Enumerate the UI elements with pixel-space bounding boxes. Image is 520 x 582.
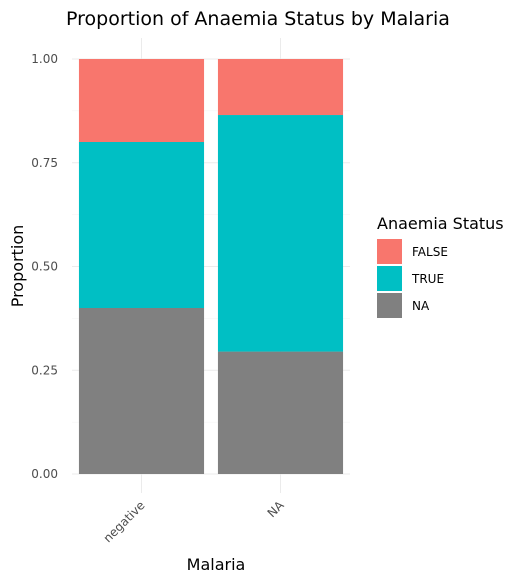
y-tick-labels: 0.00 0.25 0.50 0.75 1.00 <box>31 52 58 481</box>
bar-negative-na <box>78 308 205 474</box>
y-tick-label: 0.75 <box>31 156 58 170</box>
x-tick-labels: negative NA <box>101 498 288 546</box>
y-tick-label: 1.00 <box>31 52 58 66</box>
y-tick-label: 0.50 <box>31 260 58 274</box>
legend-label: TRUE <box>411 272 444 286</box>
bar-na-true <box>217 115 344 352</box>
y-tick-label: 0.25 <box>31 363 58 377</box>
bars <box>78 59 344 474</box>
legend-key-na <box>377 293 402 318</box>
x-tick-label: negative <box>101 498 148 545</box>
y-axis-title: Proportion <box>8 225 27 308</box>
legend: Anaemia Status FALSE TRUE NA <box>377 214 504 318</box>
legend-key-true <box>377 266 402 291</box>
x-axis-title: Malaria <box>187 555 246 574</box>
bar-negative-false <box>78 59 205 142</box>
bar-na-na <box>217 351 344 474</box>
bar-na-false <box>217 59 344 116</box>
chart-title: Proportion of Anaemia Status by Malaria <box>66 8 450 30</box>
x-tick-label: NA <box>265 498 288 521</box>
legend-label: NA <box>412 299 430 313</box>
legend-key-false <box>377 239 402 264</box>
bar-negative-true <box>78 142 205 308</box>
y-tick-label: 0.00 <box>31 467 58 481</box>
legend-title: Anaemia Status <box>377 214 504 233</box>
legend-label: FALSE <box>412 245 448 259</box>
